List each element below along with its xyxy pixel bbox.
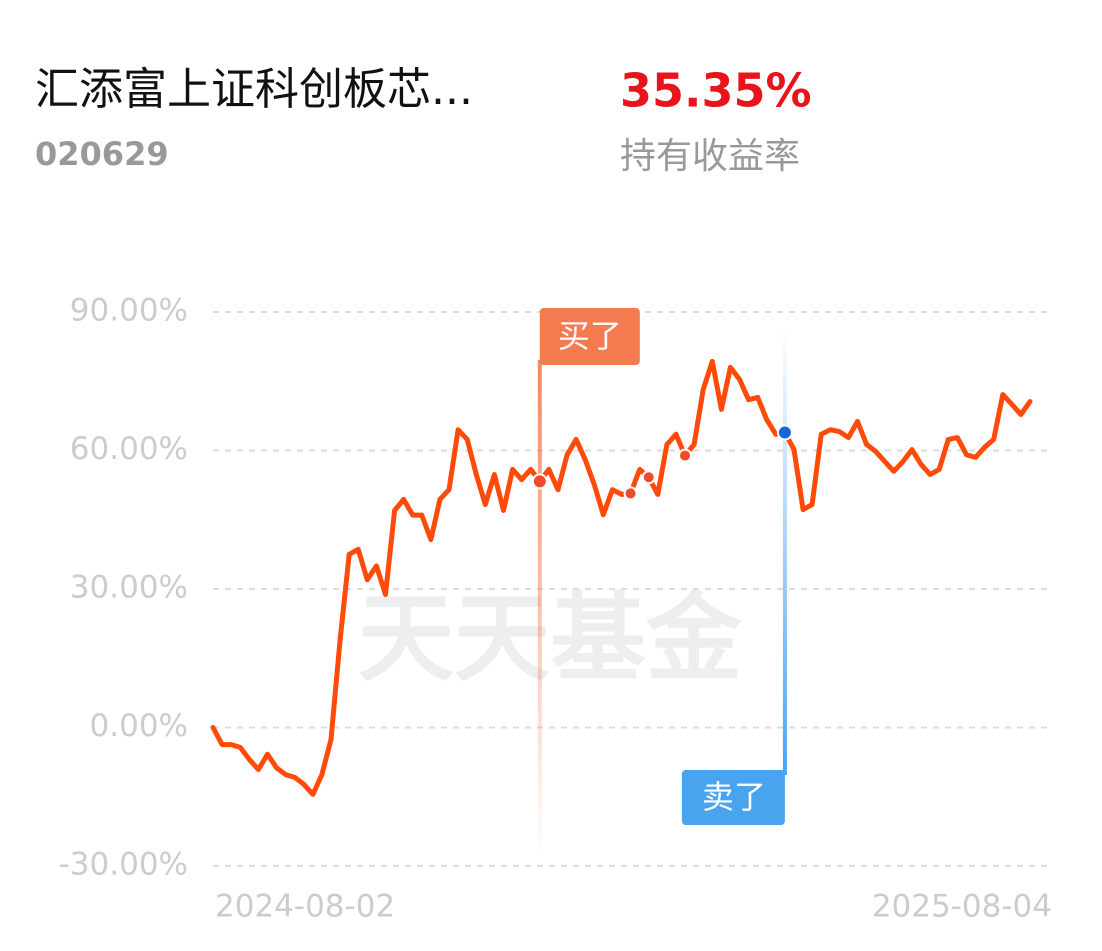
return-label: 持有收益率 [620,136,800,177]
buy-tag-text: 买了 [558,317,622,355]
fund-code: 020629 [35,135,169,173]
y-tick-label: 60.00% [70,431,188,467]
return-value: 35.35% [620,64,812,118]
trade-dot [623,486,638,501]
x-tick-label: 2025-08-04 [872,889,1052,925]
x-tick-label: 2024-08-02 [215,889,395,925]
trade-dot [678,448,693,463]
buy-tag [539,308,640,365]
buy-line [537,360,542,860]
y-tick-label: -30.00% [59,847,188,883]
annotation-dot [531,473,548,490]
y-tick-label: 30.00% [70,570,188,606]
price-line [210,358,1033,797]
watermark: 天天基金 [358,582,743,694]
y-tick-label: 90.00% [70,293,188,329]
sell-tag [681,770,785,825]
fund-name: 汇添富上证科创板芯... [35,64,473,115]
y-tick-label: 0.00% [90,708,188,744]
sell-tag-text: 卖了 [702,778,766,816]
sell-line [782,325,787,775]
annotation-dot [776,424,793,441]
trade-dot [641,470,656,485]
